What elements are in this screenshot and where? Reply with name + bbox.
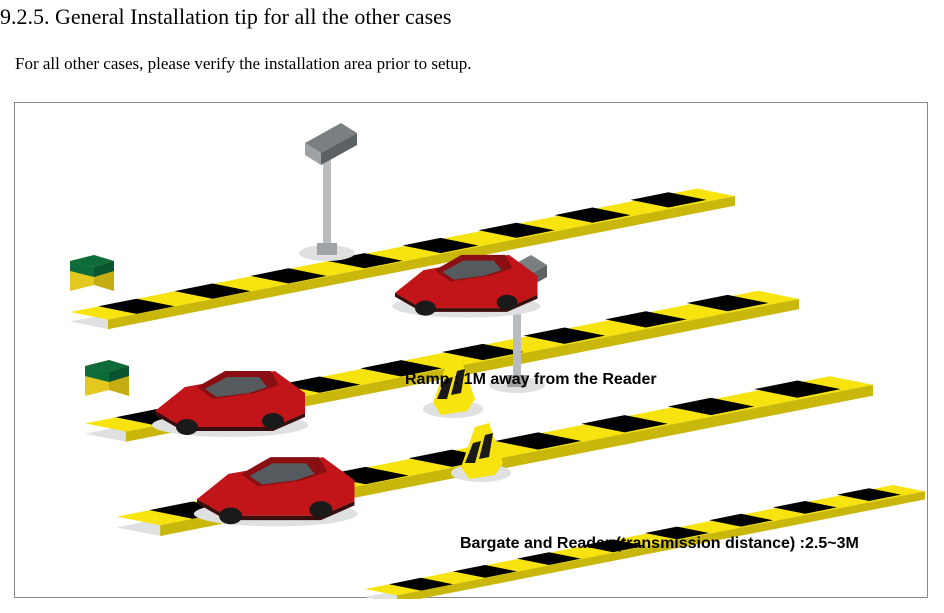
reader-1 xyxy=(299,123,357,261)
car-2 xyxy=(152,371,308,437)
kiosk-1 xyxy=(70,255,114,291)
installation-scene-svg xyxy=(15,103,929,599)
installation-figure: Ramp : 1M away from the Reader Bargate a… xyxy=(14,102,928,598)
annotation-ramp: Ramp : 1M away from the Reader xyxy=(405,371,657,389)
car-3 xyxy=(194,457,358,526)
kiosk-2 xyxy=(85,360,129,396)
section-subtext: For all other cases, please verify the i… xyxy=(15,54,472,74)
annotation-bargate: Bargate and Reader (transmission distanc… xyxy=(460,535,859,553)
section-heading: 9.2.5. General Installation tip for all … xyxy=(0,4,451,30)
